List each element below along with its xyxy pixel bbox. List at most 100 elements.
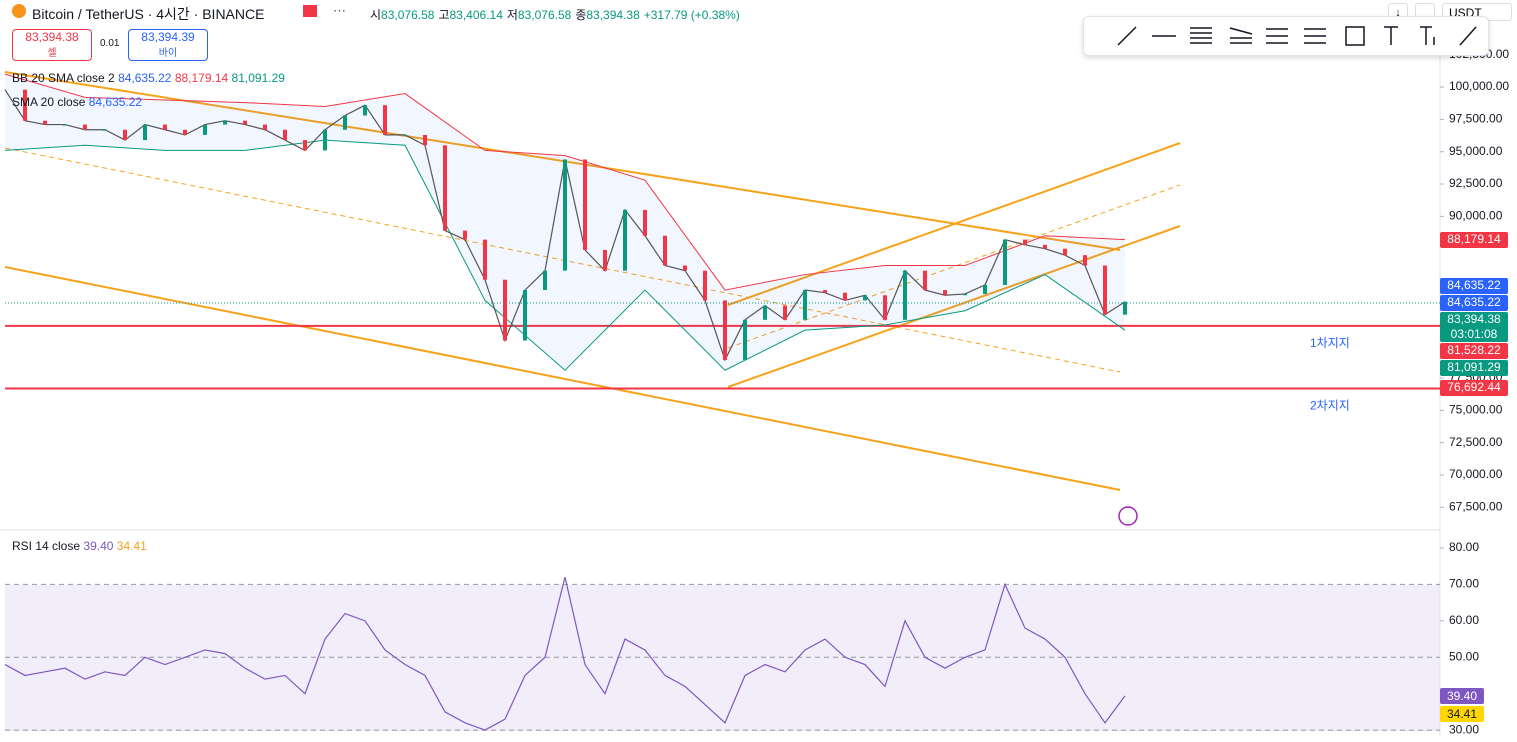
candle [883,295,887,320]
trendlines [4,71,1181,491]
price-tag: 81,528.22 [1440,342,1508,359]
candle [763,305,767,320]
price-tag: 84,635.22 [1440,294,1508,311]
price-tick-label: 67,500.00 [1449,499,1503,513]
sma-legend: SMA 20 close 84,635.22 [12,95,142,109]
price-tag: 88,179.14 [1440,231,1508,248]
candle [503,279,507,341]
candle [303,140,307,151]
candle [463,230,467,240]
candle [363,105,367,116]
candle [83,124,87,130]
candle [423,134,427,146]
note-tool[interactable] [1420,26,1435,45]
candle [903,270,907,320]
candle [643,209,647,236]
candle [1043,244,1047,249]
candle [103,129,107,131]
text-tool[interactable] [1384,26,1398,45]
bb-legend: BB 20 SMA close 2 84,635.22 88,179.14 81… [12,71,285,85]
support-label: 1차지지 [1310,336,1350,350]
ohlc: 시83,076.58 고83,406.14 저83,076.58 종83,394.38… [370,6,740,23]
candle [223,120,227,125]
rsi-tick-label: 70.00 [1449,577,1479,591]
ohlc-label: 종 [575,8,587,22]
buy-price: 83,394.39 [141,30,195,44]
candle [803,290,807,320]
more[interactable]: ⋯ [333,3,346,18]
bb-name: BB 20 SMA close 2 [12,71,115,85]
bb-lower-line [4,139,1126,371]
price-tick-label: 75,000.00 [1449,403,1503,417]
candle [63,124,67,126]
ohlc-label: 저 [506,8,518,22]
price-tag-label: 76,692.44 [1447,380,1501,395]
candle [823,290,827,293]
candle [183,129,187,135]
candle [443,145,447,231]
bb-lower: 81,091.29 [231,71,285,85]
candle [863,295,867,301]
bb-upper-line [4,73,1126,291]
price-tick-label: 92,500.00 [1449,176,1503,190]
toolbar-icons [1117,26,1477,46]
fan-tool[interactable] [1229,27,1253,44]
sell-price: 83,394.38 [25,30,79,44]
price-tick-label: 70,000.00 [1449,467,1503,481]
path-tool[interactable] [1459,26,1477,46]
price-tag-time: 03:01:08 [1450,326,1498,341]
parallel-tool[interactable] [1304,28,1326,44]
candle [603,249,607,271]
price-tag: 76,692.44 [1440,380,1508,397]
price-tag: 84,635.22 [1440,277,1508,294]
sell-button[interactable]: 83,394.38 셀 [12,29,92,61]
candle [343,115,347,130]
candle [203,124,207,135]
rect-tool[interactable] [1345,26,1365,46]
ohlc-value: 83,406.14 [449,8,503,22]
channel-tool[interactable] [1266,28,1288,44]
trendlines-dashed [4,147,1181,373]
candle [923,270,927,291]
candle [963,293,967,296]
flag[interactable] [303,5,317,17]
price-tag-label: 81,091.29 [1447,359,1501,374]
rsi-line [4,576,1126,731]
price-tag-label: 84,635.22 [1447,277,1501,292]
coin-icon [12,4,26,18]
candle [243,120,247,125]
trend-tool[interactable] [1117,26,1137,46]
candle [483,239,487,280]
candle [523,290,527,341]
ohlc-label: 시 [370,8,382,22]
rsi-tick-label: 60.00 [1449,613,1479,627]
rsi-ma: 34.41 [116,539,147,553]
price-tick-label: 95,000.00 [1449,144,1503,158]
price-tag-label: 84,635.22 [1447,294,1501,309]
bb-upper: 88,179.14 [174,71,229,85]
sma-value: 84,635.22 [88,95,143,109]
fib-tool[interactable] [1190,27,1212,44]
rsi-value: 39.40 [83,539,114,553]
sma-name: SMA 20 close [12,95,86,109]
rsi-tick-label: 50.00 [1449,649,1479,663]
ohlc-label: 고 [438,8,450,22]
header: Bitcoin / TetherUS · 4시간 · BINANCE ⋯ 시83… [0,0,1517,25]
symbol[interactable]: Bitcoin / TetherUS · 4시간 · BINANCE [32,6,265,22]
candle [1083,255,1087,266]
candle [43,120,47,125]
candle [1023,239,1027,245]
candle [163,124,167,130]
sell-label: 셀 [47,48,57,59]
drawing-toolbar [1083,16,1489,56]
candle [1063,248,1067,256]
support-label: 2차지지 [1310,399,1350,413]
price-tag: 81,091.29 [1440,359,1508,376]
candle [843,292,847,301]
buy-button[interactable]: 83,394.39 바이 [128,29,208,61]
price-tick-label: 97,500.00 [1449,112,1503,126]
event-icon [1118,506,1138,526]
rsi-tag: 34.41 [1440,706,1484,722]
